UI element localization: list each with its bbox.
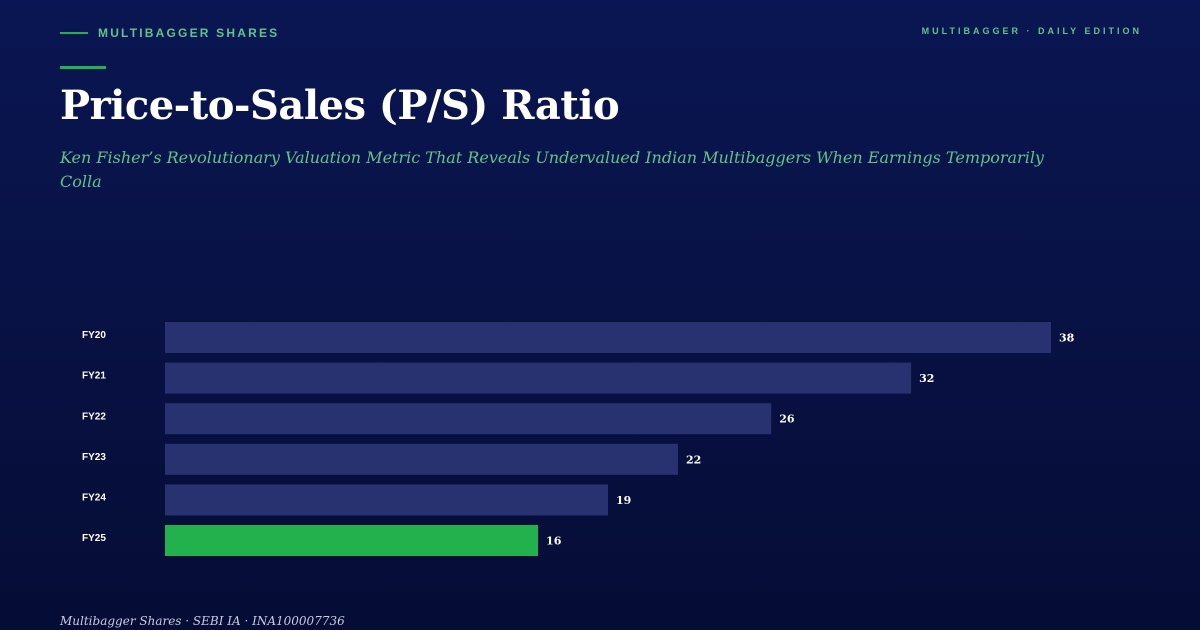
value-label-fy23: 22 (686, 453, 701, 466)
category-label-fy22: FY22 (82, 411, 106, 422)
bar-fy22 (165, 403, 772, 435)
value-label-fy21: 32 (919, 372, 934, 385)
category-label-fy23: FY23 (82, 452, 106, 463)
category-label-fy21: FY21 (82, 371, 106, 382)
title-accent-line (60, 66, 106, 69)
category-label-fy20: FY20 (82, 330, 106, 341)
bar-fy25 (165, 525, 539, 556)
value-label-fy24: 19 (616, 494, 631, 507)
footer-note: Multibagger Shares · SEBI IA · INA100007… (60, 614, 345, 628)
bar-fy24 (165, 484, 608, 516)
ps-ratio-bar-chart: FY20 38 FY21 32 FY22 26 FY23 22 FY24 19 FY25 16 (82, 322, 1075, 556)
bar-fy20 (165, 322, 1051, 353)
value-label-fy20: 38 (1059, 332, 1075, 345)
brand-name: MULTIBAGGER SHARES (98, 26, 280, 40)
value-label-fy22: 26 (779, 413, 795, 426)
header-brand: MULTIBAGGER SHARES (60, 26, 279, 40)
category-label-fy25: FY25 (82, 533, 106, 544)
page-subtitle: Ken Fisher’s Revolutionary Valuation Met… (60, 148, 1044, 191)
page-title: Price-to-Sales (P/S) Ratio (60, 82, 620, 129)
edition-label: MULTIBAGGER · DAILY EDITION (921, 26, 1142, 36)
value-label-fy25: 16 (546, 535, 562, 548)
bar-fy23 (165, 443, 678, 475)
category-label-fy24: FY24 (82, 493, 106, 504)
bar-fy21 (165, 362, 912, 394)
brand-dash (60, 32, 88, 34)
